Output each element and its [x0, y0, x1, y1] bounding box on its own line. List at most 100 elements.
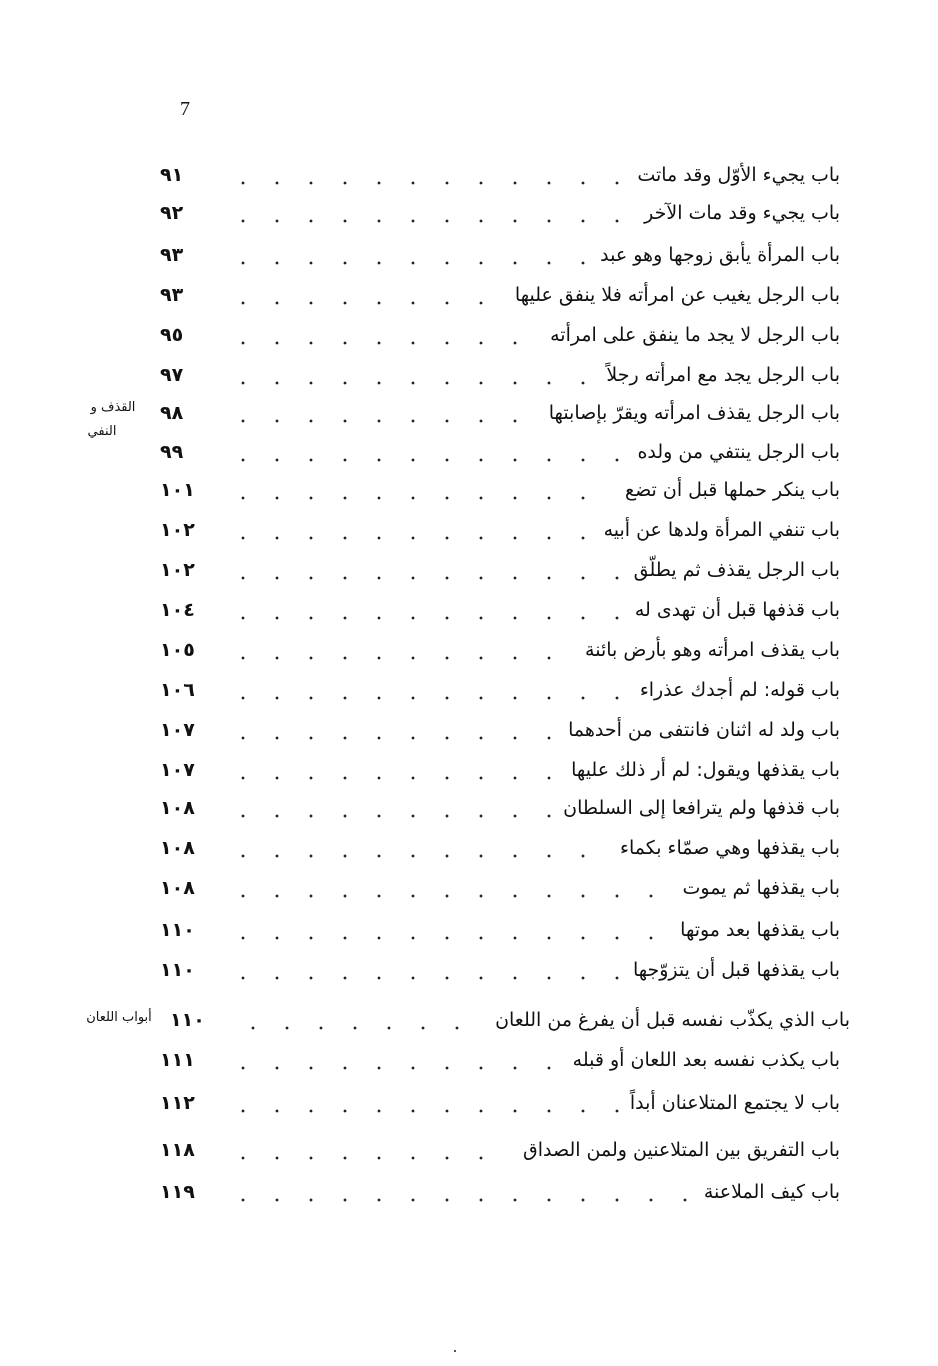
entry-title: باب التفريق بين المتلاعنين ولمن الصداق	[522, 1139, 840, 1161]
dot-leader	[222, 552, 624, 588]
dot-leader	[222, 157, 628, 193]
entry-page: ١١٢	[160, 1092, 195, 1114]
entry-page: ٩٧	[160, 364, 184, 386]
toc-entry: باب يقذفها قبل أن يتزوّجها ١١٠	[160, 952, 840, 988]
entry-page: ١٠٢	[160, 519, 195, 541]
dot-leader	[222, 317, 541, 353]
dot-leader	[222, 1132, 513, 1168]
entry-page: ١٠٨	[160, 797, 195, 819]
dot-leader	[222, 870, 673, 906]
entry-page: ٩٣	[160, 284, 184, 306]
toc-entry: باب ينكر حملها قبل أن تضع ١٠١	[160, 472, 840, 508]
dot-leader	[222, 472, 615, 508]
dot-leader	[222, 790, 554, 826]
dot-leader	[222, 830, 611, 866]
toc-entry: باب يجيء وقد مات الآخر ٩٢	[160, 195, 840, 231]
entry-page: ١١٩	[160, 1181, 195, 1203]
toc-entry: باب تنفي المرأة ولدها عن أبيه ١٠٢	[160, 512, 840, 548]
entry-title: باب الرجل ينتفي من ولده	[637, 441, 840, 463]
toc-entry: باب المرأة يأبق زوجها وهو عبد ٩٣	[160, 237, 840, 273]
entry-page: ٩٨	[160, 402, 184, 424]
entry-title: باب الرجل يقذف ثم يطلّق	[633, 559, 840, 581]
side-note-line: النفي	[87, 424, 117, 439]
dot-leader	[222, 395, 539, 431]
toc-entry: باب يقذفها وهي صمّاء بكماء ١٠٨	[160, 830, 840, 866]
entry-page: ٩٢	[160, 202, 184, 224]
entry-title: باب يقذفها وهي صمّاء بكماء	[620, 837, 840, 859]
side-note-line: القذف و	[90, 400, 136, 415]
entry-title: باب قذفها ولم يترافعا إلى السلطان	[563, 797, 840, 819]
entry-title: باب الرجل يقذف امرأته ويقرّ بإصابتها	[548, 402, 840, 424]
entry-page: ٩٩	[160, 441, 184, 463]
entry-title: باب يجيء وقد مات الآخر	[644, 202, 840, 224]
toc-entry: باب ولد له اثنان فانتفى من أحدهما ١٠٧	[160, 712, 840, 748]
entry-page: ١٠٦	[160, 679, 195, 701]
dot-leader	[222, 592, 625, 628]
entry-page: ١٠٥	[160, 639, 195, 661]
entry-title: باب يكذب نفسه بعد اللعان أو قبله	[572, 1049, 840, 1071]
side-note-lian: أبواب اللعان	[86, 1010, 152, 1025]
dot-leader	[232, 1002, 486, 1038]
dot-leader	[222, 357, 597, 393]
entry-title: باب تنفي المرأة ولدها عن أبيه	[603, 519, 840, 541]
entry-title: باب يقذفها قبل أن يتزوّجها	[632, 959, 840, 981]
toc-entry: باب لا يجتمع المتلاعنان أبداً ١١٢	[160, 1085, 840, 1121]
toc-entry: باب الرجل يغيب عن امرأته فلا ينفق عليها ٩…	[160, 277, 840, 313]
dot-leader	[222, 237, 591, 273]
entry-page: ١١٠	[160, 919, 195, 941]
dot-leader	[222, 195, 635, 231]
toc-entry: باب قوله: لم أجدك عذراء ١٠٦	[160, 672, 840, 708]
dot-leader	[222, 1042, 563, 1078]
entry-page: ٩١	[160, 164, 184, 186]
entry-title: باب الرجل يغيب عن امرأته فلا ينفق عليها	[514, 284, 840, 306]
entry-page: ١١٠	[170, 1009, 205, 1031]
entry-title: باب الرجل يجد مع امرأته رجلاً	[606, 364, 840, 386]
toc-entry: باب يجيء الأوّل وقد ماتت ٩١	[160, 157, 840, 193]
entry-title: باب الرجل لا يجد ما ينفق على امرأته	[550, 324, 840, 346]
toc-entry: باب يقذفها ويقول: لم أر ذلك عليها ١٠٧	[160, 752, 840, 788]
dot-leader	[222, 434, 628, 470]
page-mark	[454, 1350, 456, 1352]
toc-entry: باب الرجل يقذف امرأته ويقرّ بإصابتها ٩٨	[160, 395, 840, 431]
entry-title: باب ينكر حملها قبل أن تضع	[624, 479, 840, 501]
entry-page: ١٠١	[160, 479, 195, 501]
entry-title: باب يقذفها بعد موتها	[680, 919, 840, 941]
entry-page: ١٠٧	[160, 759, 195, 781]
toc-entry: باب الرجل لا يجد ما ينفق على امرأته ٩٥	[160, 317, 840, 353]
entry-title: باب يجيء الأوّل وقد ماتت	[637, 164, 840, 186]
entry-title: باب يقذفها ويقول: لم أر ذلك عليها	[571, 759, 840, 781]
dot-leader	[222, 632, 576, 668]
dot-leader	[222, 1085, 620, 1121]
dot-leader	[222, 752, 562, 788]
toc-entry: باب يقذف امرأته وهو بأرض بائنة ١٠٥	[160, 632, 840, 668]
toc-entry: باب يكذب نفسه بعد اللعان أو قبله ١١١	[160, 1042, 840, 1078]
entry-page: ١١٠	[160, 959, 195, 981]
dot-leader	[222, 672, 630, 708]
entry-title: باب يقذف امرأته وهو بأرض بائنة	[585, 639, 840, 661]
toc-entry: باب يقذفها بعد موتها ١١٠	[160, 912, 840, 948]
toc-entry: باب الرجل ينتفي من ولده ٩٩	[160, 434, 840, 470]
entry-title: باب يقذفها ثم يموت	[682, 877, 841, 899]
entry-page: ١٠٢	[160, 559, 195, 581]
toc-entry: باب كيف الملاعنة ١١٩	[160, 1174, 840, 1210]
entry-page: ١٠٨	[160, 877, 195, 899]
toc-entry: باب قذفها ولم يترافعا إلى السلطان ١٠٨	[160, 790, 840, 826]
toc-entry: باب يقذفها ثم يموت ١٠٨	[160, 870, 840, 906]
entry-title: باب كيف الملاعنة	[703, 1181, 840, 1203]
toc-entry: باب الرجل يقذف ثم يطلّق ١٠٢	[160, 552, 840, 588]
entry-title: باب المرأة يأبق زوجها وهو عبد	[600, 244, 840, 266]
entry-page: ٩٣	[160, 244, 184, 266]
toc-entry: باب قذفها قبل أن تهدى له ١٠٤	[160, 592, 840, 628]
dot-leader	[222, 952, 623, 988]
toc-entry: باب الرجل يجد مع امرأته رجلاً ٩٧	[160, 357, 840, 393]
page-number: 7	[180, 98, 190, 120]
toc-entry: باب الذي يكذّب نفسه قبل أن يفرغ من اللعا…	[170, 1002, 850, 1038]
dot-leader	[222, 712, 559, 748]
toc-entry: باب التفريق بين المتلاعنين ولمن الصداق ١١…	[160, 1132, 840, 1168]
entry-page: ١٠٧	[160, 719, 195, 741]
entry-title: باب قوله: لم أجدك عذراء	[639, 679, 840, 701]
dot-leader	[222, 1174, 694, 1210]
entry-page: ١١٨	[160, 1139, 195, 1161]
entry-page: ١١١	[160, 1049, 195, 1071]
entry-page: ٩٥	[160, 324, 184, 346]
